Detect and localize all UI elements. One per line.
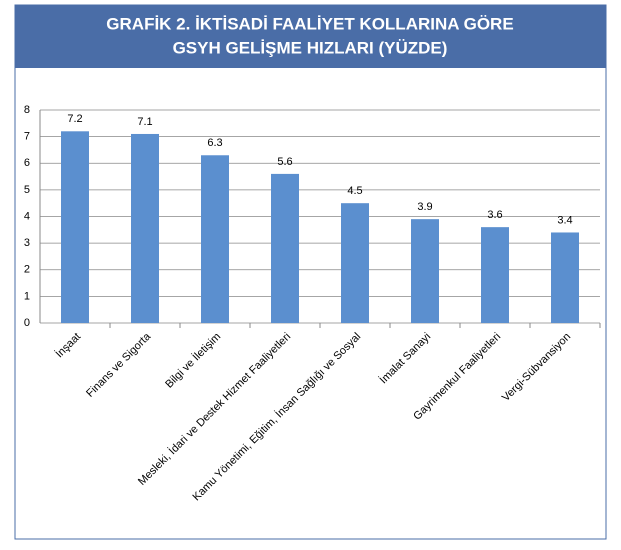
- bar: [201, 155, 229, 323]
- bar: [341, 203, 369, 323]
- y-tick-label: 0: [24, 317, 30, 329]
- y-tick-label: 6: [24, 157, 30, 169]
- chart-border: [14, 4, 607, 540]
- bar: [411, 219, 439, 323]
- y-tick-label: 4: [24, 210, 30, 222]
- y-tick-label: 7: [24, 131, 30, 143]
- chart-title: GSYH GELİŞME HIZLARI (YÜZDE): [173, 38, 448, 57]
- data-label: 3.6: [487, 209, 502, 221]
- y-tick-label: 2: [24, 264, 30, 276]
- bar: [131, 133, 159, 323]
- data-label: 4.5: [347, 185, 362, 197]
- bar: [481, 227, 509, 323]
- data-label: 3.4: [557, 214, 572, 226]
- bar: [271, 173, 299, 323]
- data-label: 7.1: [137, 116, 152, 128]
- y-tick-label: 5: [24, 184, 30, 196]
- bar: [61, 131, 89, 323]
- y-tick-label: 8: [24, 104, 30, 116]
- y-tick-label: 3: [24, 237, 30, 249]
- bar: [551, 232, 579, 323]
- data-label: 6.3: [207, 137, 222, 149]
- y-tick-label: 1: [24, 290, 30, 302]
- chart-title: GRAFİK 2. İKTİSADİ FAALİYET KOLLARINA GÖ…: [106, 14, 513, 33]
- title-banner: [15, 5, 606, 68]
- data-label: 7.2: [67, 113, 82, 125]
- data-label: 3.9: [417, 201, 432, 213]
- data-label: 5.6: [277, 156, 292, 168]
